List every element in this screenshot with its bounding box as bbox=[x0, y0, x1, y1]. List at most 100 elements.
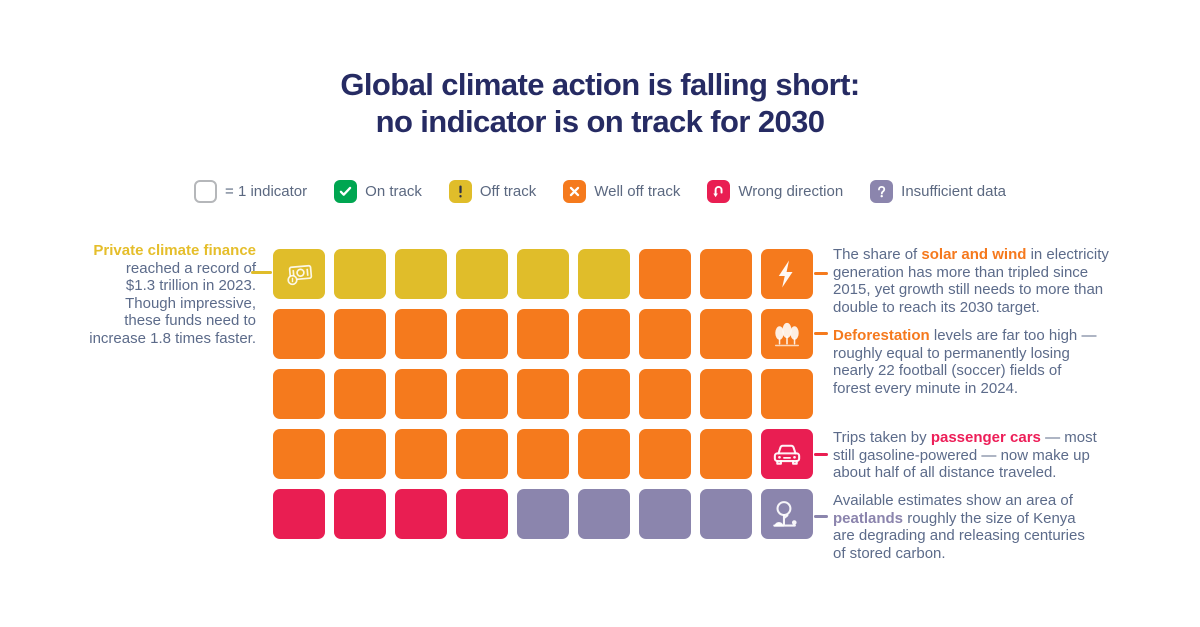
connector-passenger-cars bbox=[814, 453, 828, 456]
annotation-line: Private climate finance bbox=[40, 242, 256, 260]
indicator-cell bbox=[334, 489, 386, 539]
indicator-cell bbox=[700, 369, 752, 419]
annotation-line: The share of solar and wind in electrici… bbox=[833, 246, 1178, 264]
indicator-cell bbox=[761, 369, 813, 419]
annotation-text: double to reach its 2030 target. bbox=[833, 298, 1040, 316]
page-title-line1: Global climate action is falling short: bbox=[340, 67, 860, 102]
annotation-text: levels are far too high — bbox=[929, 327, 1097, 344]
indicator-cell bbox=[639, 489, 691, 539]
legend: = 1 indicator On track Off track Well off t… bbox=[0, 180, 1200, 203]
annotation-line: nearly 22 football (soccer) fields of bbox=[833, 362, 1178, 380]
indicator-cell-car-icon bbox=[761, 429, 813, 479]
indicator-cell bbox=[700, 429, 752, 479]
annotation-text: Trips taken by bbox=[833, 429, 931, 446]
connector-private-finance bbox=[251, 271, 272, 274]
legend-item-well-off-track: Well off track bbox=[563, 180, 680, 203]
indicator-cell bbox=[395, 489, 447, 539]
indicator-cell bbox=[273, 429, 325, 479]
legend-item-off-track: Off track bbox=[448, 180, 537, 203]
annotation-highlight: Deforestation bbox=[833, 327, 930, 344]
indicator-cell bbox=[639, 429, 691, 479]
annotation-text: The share of bbox=[833, 246, 922, 263]
annotation-line: Though impressive, bbox=[40, 295, 256, 313]
indicator-cell bbox=[334, 249, 386, 299]
indicator-cell bbox=[273, 309, 325, 359]
annotation-text: of stored carbon. bbox=[833, 544, 946, 562]
annotation-solar-wind: The share of solar and wind in electrici… bbox=[833, 246, 1178, 316]
annotation-text: Though impressive, bbox=[125, 294, 256, 312]
annotation-text: about half of all distance traveled. bbox=[833, 464, 1057, 481]
annotation-line: Available estimates show an area of bbox=[833, 492, 1178, 510]
annotation-text: reached a record of bbox=[125, 259, 256, 277]
annotation-highlight: solar and wind bbox=[921, 246, 1027, 263]
legend-label: Well off track bbox=[594, 183, 681, 200]
annotation-text: roughly equal to permanently losing bbox=[833, 344, 1070, 362]
annotation-highlight: Private climate finance bbox=[93, 242, 256, 259]
indicator-cell bbox=[456, 369, 508, 419]
indicator-cell bbox=[334, 369, 386, 419]
indicator-cell bbox=[395, 429, 447, 479]
indicator-cell bbox=[456, 309, 508, 359]
annotation-passenger-cars: Trips taken by passenger cars — most stil… bbox=[833, 429, 1178, 482]
annotation-text: in electricity bbox=[1026, 246, 1109, 263]
indicator-cell bbox=[273, 369, 325, 419]
annotation-text: nearly 22 football (soccer) fields of bbox=[833, 362, 1062, 379]
indicator-cell bbox=[334, 309, 386, 359]
indicator-cell bbox=[578, 309, 630, 359]
indicator-grid bbox=[273, 249, 813, 539]
legend-item-1-indicator: = 1 indicator bbox=[194, 180, 307, 203]
indicator-cell bbox=[395, 249, 447, 299]
indicator-cell-lightning-icon bbox=[761, 249, 813, 299]
cross-icon bbox=[563, 180, 587, 203]
annotation-text: roughly the size of Kenya bbox=[903, 509, 1076, 527]
annotation-text: 2015, yet growth still needs to more tha… bbox=[833, 281, 1104, 298]
legend-label: Insufficient data bbox=[901, 183, 1006, 200]
legend-item-on-track: On track bbox=[334, 180, 422, 203]
indicator-cell bbox=[456, 429, 508, 479]
legend-item-wrong-direction: Wrong direction bbox=[707, 180, 843, 203]
indicator-cell bbox=[578, 489, 630, 539]
annotation-line: forest every minute in 2024. bbox=[833, 380, 1178, 398]
annotation-line: peatlands roughly the size of Kenya bbox=[833, 510, 1178, 528]
annotation-line: roughly equal to permanently losing bbox=[833, 345, 1178, 363]
indicator-cell bbox=[639, 369, 691, 419]
annotation-line: these funds need to bbox=[40, 312, 256, 330]
indicator-cell bbox=[700, 249, 752, 299]
indicator-cell bbox=[517, 369, 569, 419]
indicator-cell bbox=[456, 249, 508, 299]
page-title-line2: no indicator is on track for 2030 bbox=[375, 104, 825, 139]
annotation-text: still gasoline-powered — now make up bbox=[833, 446, 1090, 464]
annotation-deforestation: Deforestation levels are far too high — r… bbox=[833, 327, 1178, 397]
indicator-cell bbox=[639, 249, 691, 299]
annotation-line: double to reach its 2030 target. bbox=[833, 299, 1178, 317]
annotation-line: still gasoline-powered — now make up bbox=[833, 447, 1178, 465]
annotation-line: reached a record of bbox=[40, 260, 256, 278]
indicator-cell bbox=[578, 249, 630, 299]
annotation-line: increase 1.8 times faster. bbox=[40, 330, 256, 348]
annotation-text: — most bbox=[1040, 429, 1097, 446]
annotation-line: are degrading and releasing centuries bbox=[833, 527, 1178, 545]
indicator-cell bbox=[456, 489, 508, 539]
indicator-cell bbox=[517, 489, 569, 539]
indicator-cell bbox=[578, 429, 630, 479]
indicator-cell bbox=[517, 309, 569, 359]
indicator-cell-peatland-icon bbox=[761, 489, 813, 539]
indicator-cell bbox=[700, 309, 752, 359]
legend-label: Off track bbox=[479, 183, 537, 200]
indicator-cell bbox=[517, 249, 569, 299]
connector-solar-wind bbox=[814, 272, 828, 275]
indicator-cell bbox=[578, 369, 630, 419]
legend-label: = 1 indicator bbox=[225, 183, 308, 200]
exclamation-icon bbox=[448, 180, 472, 203]
annotation-line: Trips taken by passenger cars — most bbox=[833, 429, 1178, 447]
indicator-cell bbox=[395, 309, 447, 359]
indicator-cell bbox=[395, 369, 447, 419]
annotation-text: generation has more than tripled since bbox=[833, 263, 1089, 281]
connector-deforestation bbox=[814, 332, 828, 335]
annotation-private-climate-finance: Private climate finance reached a record … bbox=[40, 242, 256, 347]
indicator-cell-trees-icon bbox=[761, 309, 813, 359]
annotation-text: increase 1.8 times faster. bbox=[89, 329, 256, 347]
annotation-line: generation has more than tripled since bbox=[833, 264, 1178, 282]
annotation-line: about half of all distance traveled. bbox=[833, 464, 1178, 482]
